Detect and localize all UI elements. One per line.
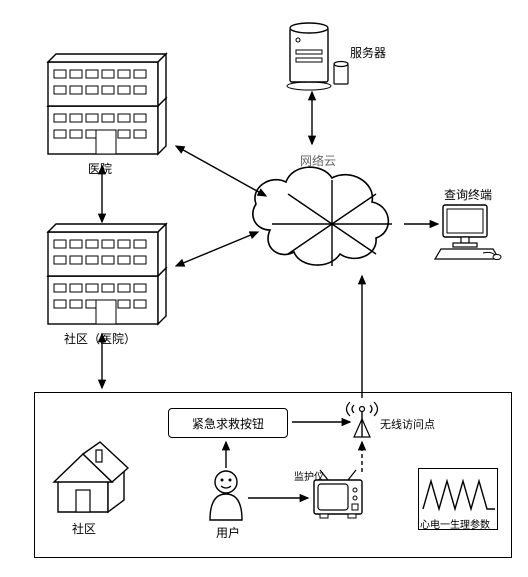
- terminal-icon: [435, 205, 501, 260]
- sos-button-box: 紧急求救按钮: [168, 408, 288, 438]
- sos-label: 紧急求救按钮: [192, 415, 264, 432]
- diagram-canvas: 紧急求救按钮 心电一生理参数: [0, 0, 528, 577]
- hospital-label: 医院: [88, 160, 112, 177]
- server-label: 服务器: [350, 44, 386, 61]
- query-terminal-label: 查询终端: [444, 186, 492, 203]
- community-label: 社区: [72, 520, 96, 537]
- user-label: 用户: [216, 524, 240, 541]
- network-cloud-label: 网络云: [300, 152, 336, 169]
- hospital-icon: [48, 54, 166, 154]
- wireless-ap-label: 无线访问点: [380, 416, 435, 432]
- server-icon: [287, 23, 348, 90]
- ecg-label: 心电一生理参数: [420, 516, 490, 531]
- cloud-icon: [253, 167, 392, 266]
- community-hospital-icon: [48, 224, 166, 324]
- community-hospital-label: 社区（医院）: [64, 330, 136, 347]
- monitor-label: 监护仪: [294, 468, 324, 483]
